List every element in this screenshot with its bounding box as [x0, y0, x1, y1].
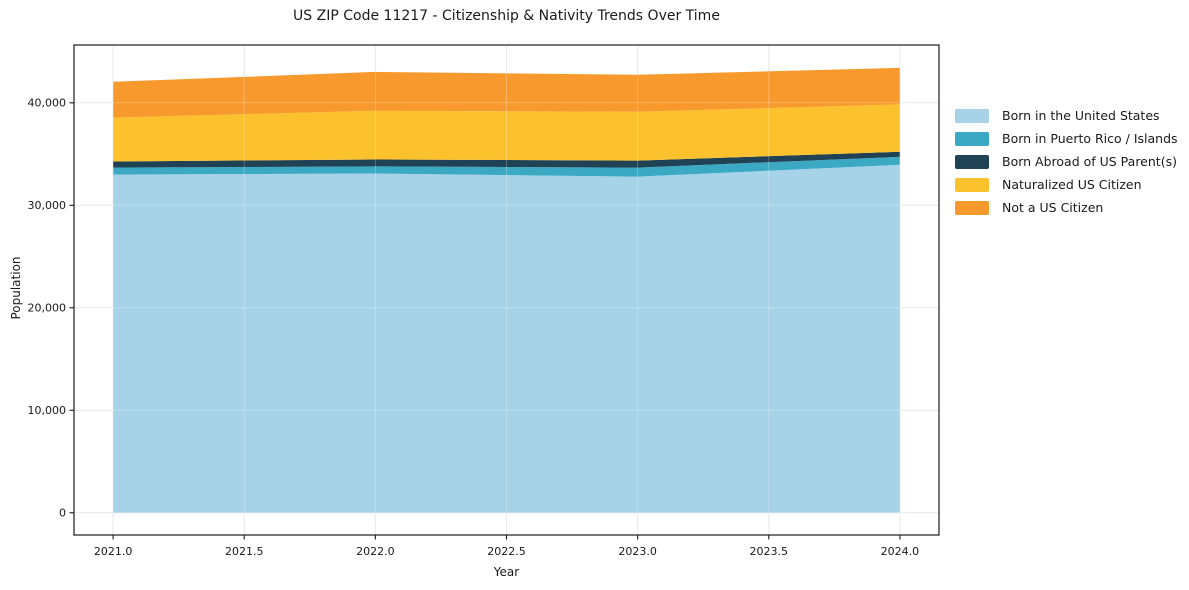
- x-axis-label: Year: [493, 565, 520, 579]
- x-tick-label: 2024.0: [881, 545, 920, 558]
- x-tick-label: 2023.0: [618, 545, 657, 558]
- legend-item-born-in-the-united-states: Born in the United States: [955, 104, 1178, 127]
- area-not-a-us-citizen: [113, 67, 900, 118]
- legend-item-born-abroad-of-us-parent-s: Born Abroad of US Parent(s): [955, 150, 1178, 173]
- legend-item-not-a-us-citizen: Not a US Citizen: [955, 196, 1178, 219]
- legend-swatch: [955, 108, 989, 123]
- legend-item-born-in-puerto-rico-islands: Born in Puerto Rico / Islands: [955, 127, 1178, 150]
- x-tick-label: 2022.0: [356, 545, 395, 558]
- legend-swatch: [955, 177, 989, 192]
- legend-item-naturalized-us-citizen: Naturalized US Citizen: [955, 173, 1178, 196]
- legend-swatch: [955, 154, 989, 169]
- legend-label: Born Abroad of US Parent(s): [1002, 154, 1177, 169]
- legend-swatch: [955, 131, 989, 146]
- x-tick-label: 2021.0: [94, 545, 133, 558]
- legend-swatch: [955, 200, 989, 215]
- x-tick-label: 2023.5: [750, 545, 789, 558]
- y-tick-label: 40,000: [28, 97, 67, 110]
- y-tick-label: 10,000: [28, 404, 67, 417]
- legend-label: Naturalized US Citizen: [1002, 177, 1142, 192]
- area-born-abroad-of-us-parent-s: [113, 151, 900, 168]
- area-naturalized-us-citizen: [113, 104, 900, 162]
- area-born-in-the-united-states: [113, 164, 900, 513]
- legend: Born in the United States Born in Puerto …: [955, 104, 1178, 219]
- y-tick-label: 30,000: [28, 199, 67, 212]
- legend-label: Born in Puerto Rico / Islands: [1002, 131, 1178, 146]
- x-tick-label: 2022.5: [487, 545, 526, 558]
- legend-label: Born in the United States: [1002, 108, 1160, 123]
- area-born-in-puerto-rico-islands: [113, 156, 900, 177]
- chart-title: US ZIP Code 11217 - Citizenship & Nativi…: [293, 8, 720, 24]
- y-tick-label: 0: [59, 507, 66, 520]
- y-tick-label: 20,000: [28, 302, 67, 315]
- x-tick-label: 2021.5: [225, 545, 264, 558]
- legend-label: Not a US Citizen: [1002, 200, 1104, 215]
